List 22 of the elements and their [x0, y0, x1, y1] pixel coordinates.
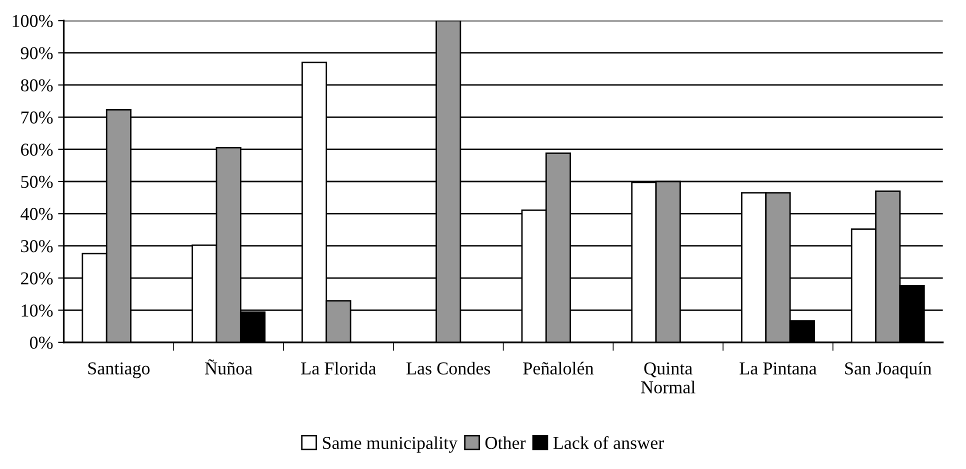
- x-tick-label: San Joaquín: [845, 362, 932, 378]
- y-tick-label: 90%: [20, 47, 53, 60]
- y-tick-label: 20%: [21, 272, 53, 285]
- legend-label: Same municipality: [322, 436, 458, 453]
- legend-label: Other: [485, 436, 526, 450]
- x-tick-label: Las Condes: [406, 362, 490, 375]
- y-tick-label: 70%: [21, 111, 53, 124]
- x-tick-label: Quinta Normal: [641, 362, 696, 394]
- y-tick-label: 100%: [12, 14, 53, 28]
- legend-label: Lack of answer: [553, 436, 664, 450]
- y-tick-label: 40%: [20, 208, 53, 220]
- y-tick-label: 60%: [21, 144, 53, 156]
- y-tick-label: 10%: [22, 304, 53, 317]
- x-tick-label: La Florida: [301, 362, 376, 375]
- x-tick-label: Santiago: [88, 362, 150, 378]
- y-tick-label: 30%: [21, 240, 53, 252]
- y-tick-label: 80%: [20, 79, 53, 92]
- x-tick-label: Peñalolén: [523, 362, 594, 375]
- y-tick-label: 50%: [21, 176, 53, 188]
- x-tick-label: La Pintana: [740, 362, 817, 375]
- x-tick-label: Ñuñoa: [205, 359, 252, 375]
- y-tick-label: 0%: [30, 336, 53, 349]
